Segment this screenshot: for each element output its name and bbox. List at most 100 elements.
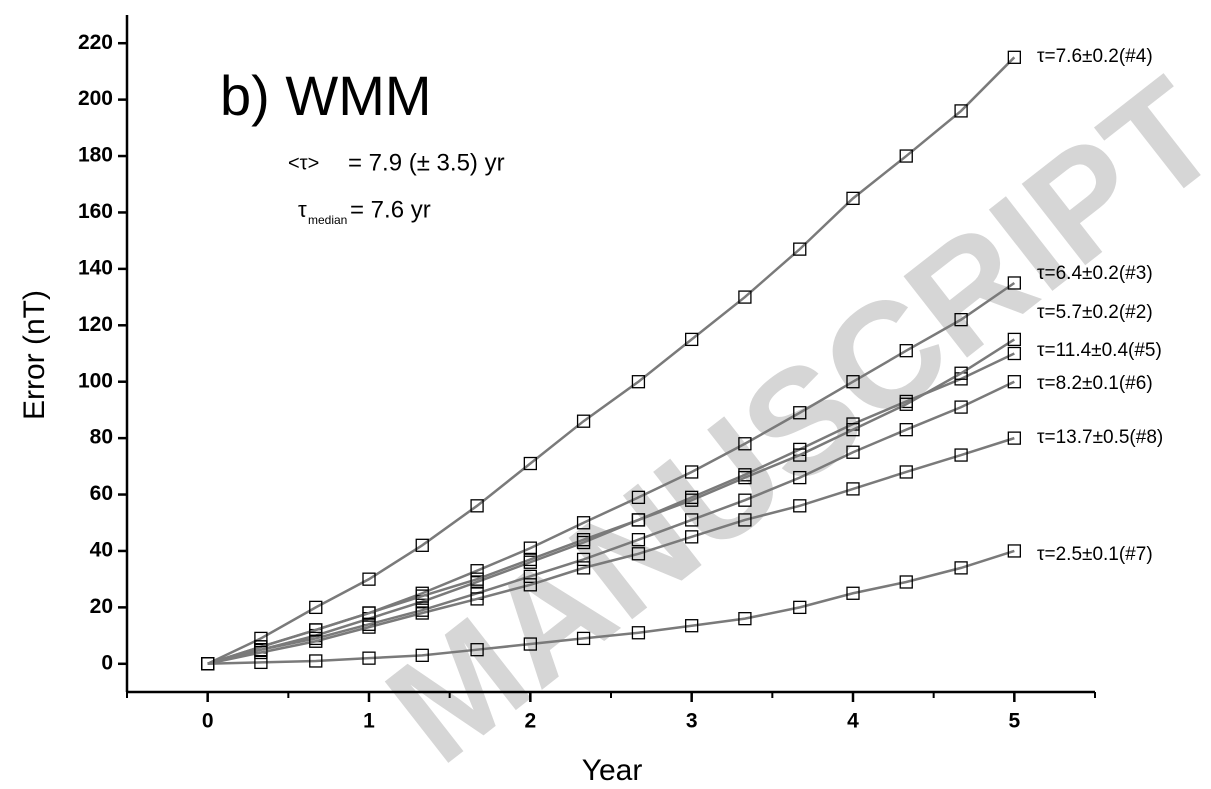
- y-tick-label: 180: [78, 144, 113, 167]
- data-point: [954, 366, 968, 380]
- data-point: [846, 375, 860, 389]
- data-point: [685, 530, 699, 544]
- data-point: [362, 606, 376, 620]
- data-point: [846, 586, 860, 600]
- data-point: [415, 538, 429, 552]
- y-axis-label: Error (nT): [18, 290, 51, 420]
- fit-line: [207, 436, 1015, 666]
- data-point: [685, 619, 699, 633]
- y-tick-label: 160: [78, 200, 113, 223]
- data-point: [201, 657, 215, 671]
- data-point: [362, 620, 376, 634]
- data-point: [1007, 431, 1021, 445]
- data-point: [362, 651, 376, 665]
- data-point: [523, 637, 537, 651]
- data-point: [631, 513, 646, 527]
- data-point: [523, 456, 537, 471]
- data-point: [576, 631, 591, 646]
- data-point: [415, 589, 429, 603]
- median-subscript: median: [308, 213, 347, 227]
- data-point: [309, 634, 323, 648]
- data-point: [254, 631, 268, 646]
- mean-value: = 7.9 (± 3.5) yr: [348, 149, 505, 176]
- data-point: [1007, 544, 1021, 558]
- fit-line: [207, 549, 1015, 666]
- data-point: [631, 375, 646, 389]
- data-point: [631, 533, 646, 547]
- data-point: [685, 493, 699, 507]
- data-point: [254, 645, 268, 660]
- data-point: [846, 445, 860, 459]
- mean-label: <τ>: [288, 152, 319, 174]
- data-point: [793, 242, 807, 256]
- x-tick-label: 5: [1008, 710, 1020, 733]
- data-point: [1007, 375, 1021, 389]
- series-label: τ=2.5±0.1(#7): [1037, 544, 1153, 565]
- x-tick-label: 0: [202, 710, 214, 733]
- x-tick-label: 3: [686, 710, 698, 733]
- data-point: [576, 533, 591, 547]
- data-point: [899, 575, 913, 589]
- data-point: [846, 482, 860, 496]
- data-point: [470, 592, 484, 606]
- data-point: [309, 623, 323, 637]
- y-tick-label: 100: [78, 369, 113, 392]
- data-point: [685, 332, 699, 347]
- y-tick-label: 20: [90, 595, 113, 618]
- data-point: [470, 499, 484, 513]
- fit-line: [207, 338, 1016, 665]
- data-point: [846, 191, 860, 206]
- data-point: [738, 513, 752, 527]
- data-point: [415, 648, 429, 662]
- data-point: [899, 423, 913, 437]
- data-point: [793, 470, 807, 485]
- series-label: τ=13.7±0.5(#8): [1037, 427, 1163, 448]
- data-point: [523, 569, 537, 583]
- data-point: [738, 437, 752, 451]
- data-point: [576, 516, 591, 530]
- x-tick-label: 4: [847, 710, 859, 733]
- series-label: τ=5.7±0.2(#2): [1037, 302, 1153, 323]
- data-point: [685, 465, 699, 479]
- series-label: τ=6.4±0.2(#3): [1037, 263, 1153, 284]
- data-point: [523, 552, 537, 567]
- data-point: [899, 344, 913, 358]
- data-point: [954, 312, 968, 327]
- data-point: [576, 561, 591, 575]
- data-point: [793, 499, 807, 513]
- panel-title: b) WMM: [220, 64, 432, 127]
- data-point: [1007, 50, 1021, 64]
- fit-line: [207, 352, 1015, 666]
- data-point: [362, 572, 376, 586]
- data-point: [1007, 276, 1021, 290]
- y-tick-label: 120: [78, 313, 113, 336]
- y-tick-label: 220: [78, 31, 113, 54]
- data-point: [470, 643, 484, 657]
- y-tick-label: 60: [90, 482, 113, 505]
- y-tick-label: 140: [78, 256, 113, 279]
- y-tick-label: 80: [90, 426, 113, 449]
- data-point: [1007, 346, 1021, 361]
- data-point: [309, 654, 323, 668]
- x-tick-label: 1: [363, 710, 375, 733]
- data-point: [954, 448, 968, 462]
- data-point: [738, 290, 752, 304]
- y-tick-label: 0: [101, 651, 113, 674]
- data-point: [631, 547, 646, 561]
- data-point: [899, 397, 913, 411]
- y-tick-label: 200: [78, 87, 113, 110]
- data-point: [576, 552, 591, 567]
- data-point: [631, 626, 646, 640]
- data-point: [793, 600, 807, 615]
- y-tick-label: 40: [90, 539, 113, 562]
- fit-line: [207, 56, 1016, 665]
- data-point: [1007, 332, 1021, 347]
- data-point: [576, 414, 591, 428]
- data-point: [738, 470, 752, 485]
- data-point: [793, 448, 807, 462]
- data-point: [254, 655, 268, 670]
- data-point: [954, 561, 968, 575]
- data-point: [846, 423, 860, 437]
- data-point: [523, 578, 537, 592]
